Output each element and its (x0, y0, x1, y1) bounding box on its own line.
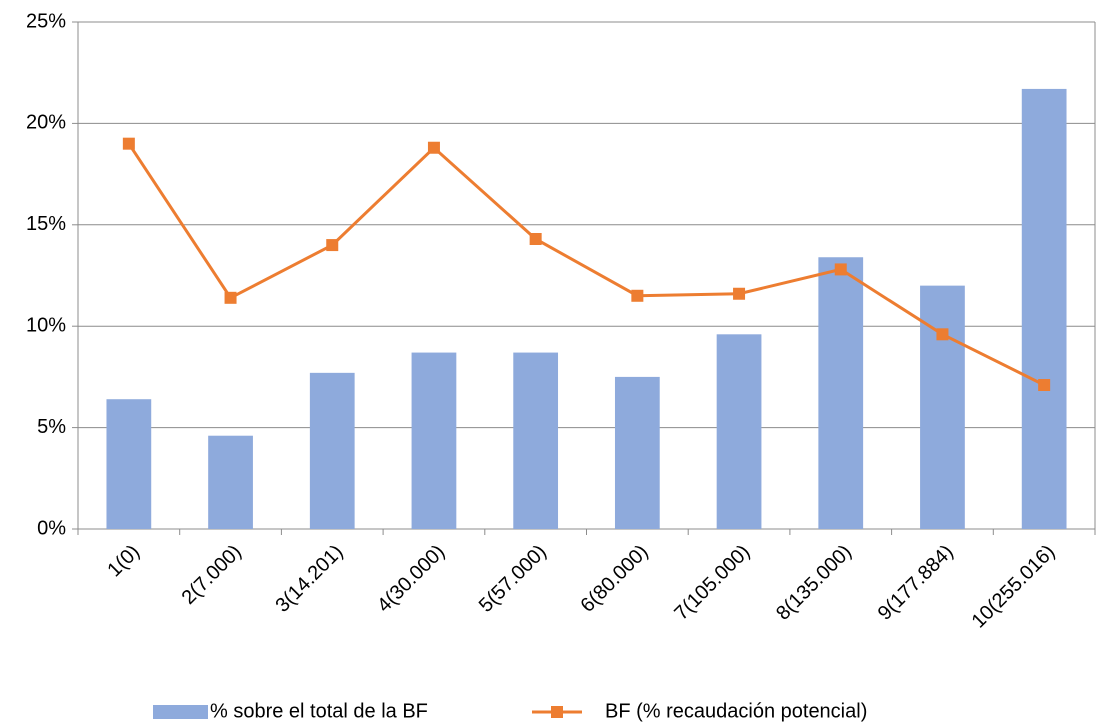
line (127, 142, 1045, 387)
bar (1021, 88, 1067, 529)
bar (614, 376, 660, 529)
x-tick-label: 6(80.000) (577, 541, 653, 617)
line-marker (224, 291, 237, 304)
legend-swatch (153, 705, 208, 719)
line-marker (834, 263, 847, 276)
bar (106, 399, 152, 529)
legend-label: BF (% recaudación potencial) (605, 700, 867, 722)
y-tick-label: 25% (26, 10, 66, 32)
y-tick-label: 20% (26, 112, 66, 134)
y-tick-label: 5% (37, 416, 66, 438)
legend-label: % sobre el total de la BF (210, 700, 428, 722)
x-tick-label: 10(255.016) (968, 541, 1060, 633)
line-marker (427, 141, 440, 154)
x-tick-label: 5(57.000) (475, 541, 551, 617)
x-tick-label: 4(30.000) (373, 541, 449, 617)
y-tick-label: 10% (26, 314, 66, 336)
bar (309, 372, 355, 529)
bar (208, 435, 253, 529)
line-marker (631, 289, 644, 302)
line-marker (122, 137, 135, 150)
line-marker (1038, 379, 1051, 392)
bar (920, 285, 965, 529)
x-tick-label: 3(14.201) (271, 541, 347, 617)
x-tick-label: 1(0) (103, 541, 144, 582)
x-tick-label: 8(135.000) (772, 541, 856, 625)
bar (513, 352, 559, 529)
bar (411, 352, 457, 529)
line-marker (733, 287, 746, 300)
bar (716, 334, 762, 529)
legend-marker (551, 706, 563, 718)
y-tick-label: 15% (26, 213, 66, 235)
x-tick-label: 9(177.884) (874, 541, 958, 625)
line-marker (936, 328, 949, 341)
x-tick-label: 7(105.000) (670, 541, 754, 625)
bar (818, 257, 864, 529)
line-marker (529, 232, 542, 245)
y-tick-label: 0% (37, 517, 66, 539)
x-tick-label: 2(7.000) (178, 541, 246, 609)
line-marker (326, 239, 339, 252)
